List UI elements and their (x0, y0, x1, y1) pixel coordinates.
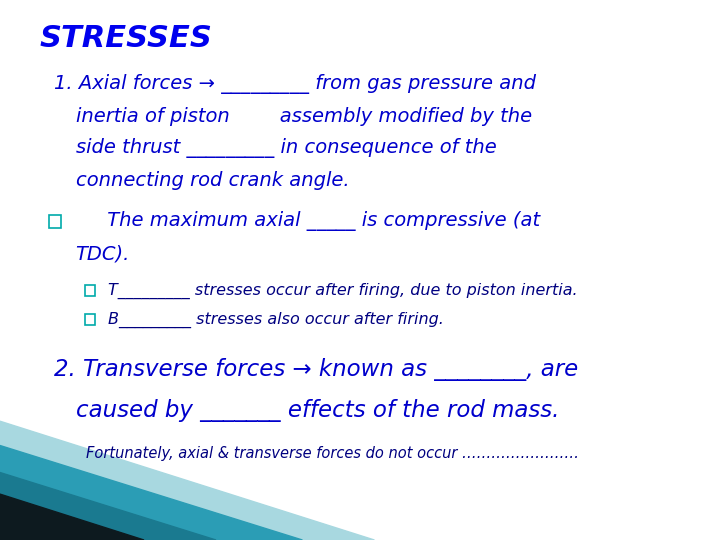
Text: inertia of piston        assembly modified by the: inertia of piston assembly modified by t… (76, 106, 532, 126)
Text: The maximum axial _____ is compressive (at: The maximum axial _____ is compressive (… (76, 211, 540, 232)
Text: 2. Transverse forces → known as ________, are: 2. Transverse forces → known as ________… (54, 359, 578, 381)
Text: 1. Axial forces → _________ from gas pressure and: 1. Axial forces → _________ from gas pre… (54, 73, 536, 94)
Text: side thrust _________ in consequence of the: side thrust _________ in consequence of … (76, 138, 496, 159)
FancyBboxPatch shape (85, 285, 95, 296)
Text: Fortunately, axial & transverse forces do not occur ……………………: Fortunately, axial & transverse forces d… (86, 446, 580, 461)
Polygon shape (0, 494, 144, 540)
Text: TDC).: TDC). (76, 244, 130, 264)
Text: B_________ stresses also occur after firing.: B_________ stresses also occur after fir… (108, 312, 444, 328)
Polygon shape (0, 472, 216, 540)
Polygon shape (0, 446, 302, 540)
FancyBboxPatch shape (85, 314, 95, 325)
Text: connecting rod crank angle.: connecting rod crank angle. (76, 171, 349, 191)
FancyBboxPatch shape (49, 214, 61, 228)
Text: caused by _______ effects of the rod mass.: caused by _______ effects of the rod mas… (76, 399, 559, 422)
Text: STRESSES: STRESSES (40, 24, 212, 53)
Text: T_________ stresses occur after firing, due to piston inertia.: T_________ stresses occur after firing, … (108, 282, 577, 299)
Polygon shape (0, 421, 374, 540)
